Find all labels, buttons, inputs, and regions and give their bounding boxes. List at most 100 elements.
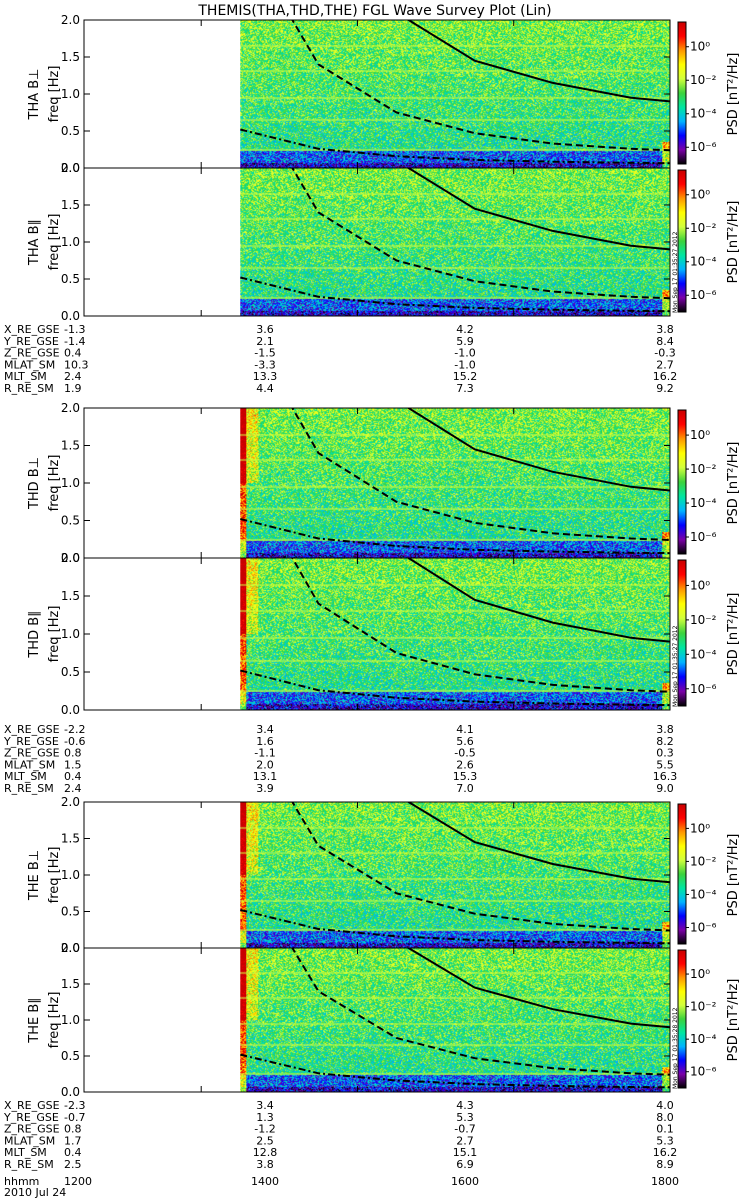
ephemeris-row-label: Y_RE_GSE <box>3 335 59 348</box>
colorbar-tick-label: 10⁻⁶ <box>690 1065 717 1079</box>
spectrogram-panel: 0.0 0.5 1.0 1.5 2.0 THD B∥ freq [Hz] Mon Sep 17… <box>27 551 679 717</box>
y-axis-label: freq [Hz] <box>47 455 62 512</box>
colorbar-tick-label: 10⁻⁴ <box>690 647 717 661</box>
ephemeris-value: 1.6 <box>256 735 274 748</box>
ephemeris-value: 12.8 <box>253 1146 278 1159</box>
colorbar: 10⁰ 10⁻² 10⁻⁴ 10⁻⁶ PSD [nT²/Hz] <box>677 409 741 555</box>
colorbar-tick-label: 10⁻² <box>690 1000 717 1014</box>
ephemeris-value: 0.8 <box>64 747 82 760</box>
colorbar-tick-label: 10⁰ <box>690 967 710 981</box>
colorbar-tick-label: 10⁻² <box>690 854 717 868</box>
x-tick-label: 1200 <box>64 1175 92 1188</box>
colorbar: 10⁰ 10⁻² 10⁻⁴ 10⁻⁶ PSD [nT²/Hz] <box>677 949 741 1089</box>
ephemeris-value: 0.4 <box>64 1146 82 1159</box>
y-tick-label: 1.5 <box>61 439 80 453</box>
ephemeris-value: 4.2 <box>456 323 474 336</box>
y-tick-label: 0.5 <box>61 665 80 679</box>
x-tick-label: 1400 <box>251 1175 279 1188</box>
ephemeris-value: 8.4 <box>656 335 674 348</box>
timestamp-stamp: Mon Sep 17 01:35:28 2012 <box>672 1007 679 1089</box>
ephemeris-value: 2.6 <box>456 758 474 771</box>
ephemeris-row-label: MLAT_SM <box>4 1134 55 1147</box>
y-tick-label: 0.5 <box>61 905 80 919</box>
colorbar-tick-label: 10⁻⁶ <box>690 530 717 544</box>
colorbar-scale <box>677 949 687 1089</box>
ephemeris-row-label: X_RE_GSE <box>4 723 60 736</box>
ephemeris-value: 0.8 <box>64 1123 82 1136</box>
x-axis-label: hhmm <box>4 1175 39 1188</box>
y-axis-label: freq [Hz] <box>47 992 62 1049</box>
spectrogram-image <box>240 558 671 710</box>
ephemeris-row-label: Z_RE_GSE <box>4 347 60 360</box>
ephemeris-value: 5.5 <box>656 758 674 771</box>
colorbar-scale <box>677 803 687 945</box>
overlay-curve-dashed <box>291 408 670 541</box>
ephemeris-value: 5.3 <box>656 1134 674 1147</box>
colorbar: 10⁰ 10⁻² 10⁻⁴ 10⁻⁶ PSD [nT²/Hz] <box>677 169 741 313</box>
x-tick-label: 1600 <box>451 1175 479 1188</box>
y-tick-label: 0.5 <box>61 124 80 138</box>
ephemeris-row-label: Z_RE_GSE <box>4 1123 60 1136</box>
overlay-curve-dash-dot <box>240 669 670 707</box>
ephemeris-row-label: X_RE_GSE <box>4 323 60 336</box>
ephemeris-value: 2.5 <box>256 1134 274 1147</box>
ephemeris-value: 16.3 <box>653 770 678 783</box>
panel-label: THD B∥ <box>27 610 42 658</box>
ephemeris-value: -2.3 <box>64 1099 85 1112</box>
ephemeris-value: 15.1 <box>453 1146 478 1159</box>
ephemeris-value: 5.9 <box>456 335 474 348</box>
ephemeris-tables: X_RE_GSE -1.3 3.6 4.2 3.8 Y_RE_GSE -1.4 2.1 5.9 8… <box>3 323 679 1188</box>
y-axis-label: freq [Hz] <box>47 847 62 904</box>
ephemeris-value: -0.5 <box>454 747 475 760</box>
colorbar-tick-label: 10⁻⁶ <box>690 920 717 934</box>
y-tick-label: 2.0 <box>61 401 80 415</box>
ephemeris-value: 0.3 <box>656 747 674 760</box>
colorbar-label: PSD [nT²/Hz] <box>726 442 741 525</box>
y-tick-label: 2.0 <box>61 941 80 955</box>
colorbar-scale <box>677 21 687 165</box>
y-axis-label: freq [Hz] <box>47 66 62 123</box>
colorbar-tick-label: 10⁻² <box>690 462 717 476</box>
ephemeris-value: 1.9 <box>64 382 82 395</box>
ephemeris-row-label: R_RE_SM <box>4 782 54 795</box>
ephemeris-value: 5.6 <box>456 735 474 748</box>
spectrogram-panel: 0.0 0.5 1.0 1.5 2.0 THA B⊥ freq [Hz] <box>27 13 671 175</box>
colorbar-scale <box>677 169 687 313</box>
ephemeris-value: -1.1 <box>254 747 275 760</box>
ephemeris-value: -3.3 <box>254 358 275 371</box>
overlay-curve-solid <box>406 802 670 884</box>
ephemeris-value: 15.2 <box>453 370 478 383</box>
overlay-curve-dashed <box>291 558 670 693</box>
ephemeris-value: 1.3 <box>256 1111 274 1124</box>
ephemeris-value: 4.3 <box>456 1099 474 1112</box>
ephemeris-value: 4.0 <box>656 1099 674 1112</box>
ephemeris-value: 1.7 <box>64 1134 82 1147</box>
ephemeris-value: 13.3 <box>253 370 278 383</box>
overlay-curve-dashed <box>291 802 670 932</box>
ephemeris-value: -1.2 <box>254 1123 275 1136</box>
y-axis-label: freq [Hz] <box>47 606 62 663</box>
ephemeris-row-label: Z_RE_GSE <box>4 747 60 760</box>
spectrogram-image <box>240 408 671 558</box>
ephemeris-value: -1.4 <box>64 335 85 348</box>
overlay-curve-dash-dot <box>240 518 670 555</box>
time-axis-row: hhmm 1200 1400 1600 1800 <box>4 1175 679 1188</box>
ephemeris-value: 3.8 <box>256 1158 274 1171</box>
ephemeris-row-label: R_RE_SM <box>4 382 54 395</box>
y-tick-label: 2.0 <box>61 551 80 565</box>
overlay-curve-dash-dot <box>240 909 670 945</box>
colorbar-tick-label: 10⁰ <box>690 821 710 835</box>
ephemeris-value: 8.0 <box>656 1111 674 1124</box>
ephemeris-value: 3.8 <box>656 723 674 736</box>
ephemeris-value: 7.0 <box>456 782 474 795</box>
ephemeris-value: 2.7 <box>656 358 674 371</box>
y-tick-label: 1.5 <box>61 977 80 991</box>
ephemeris-row-label: MLT_SM <box>4 770 47 783</box>
colorbar-label: PSD [nT²/Hz] <box>726 53 741 136</box>
overlay-curve-dash-dot <box>240 1053 670 1089</box>
colorbar-tick-label: 10⁻⁴ <box>690 887 717 901</box>
colorbar-label: PSD [nT²/Hz] <box>726 201 741 284</box>
ephemeris-value: 2.1 <box>256 335 274 348</box>
ephemeris-value: 3.8 <box>656 323 674 336</box>
